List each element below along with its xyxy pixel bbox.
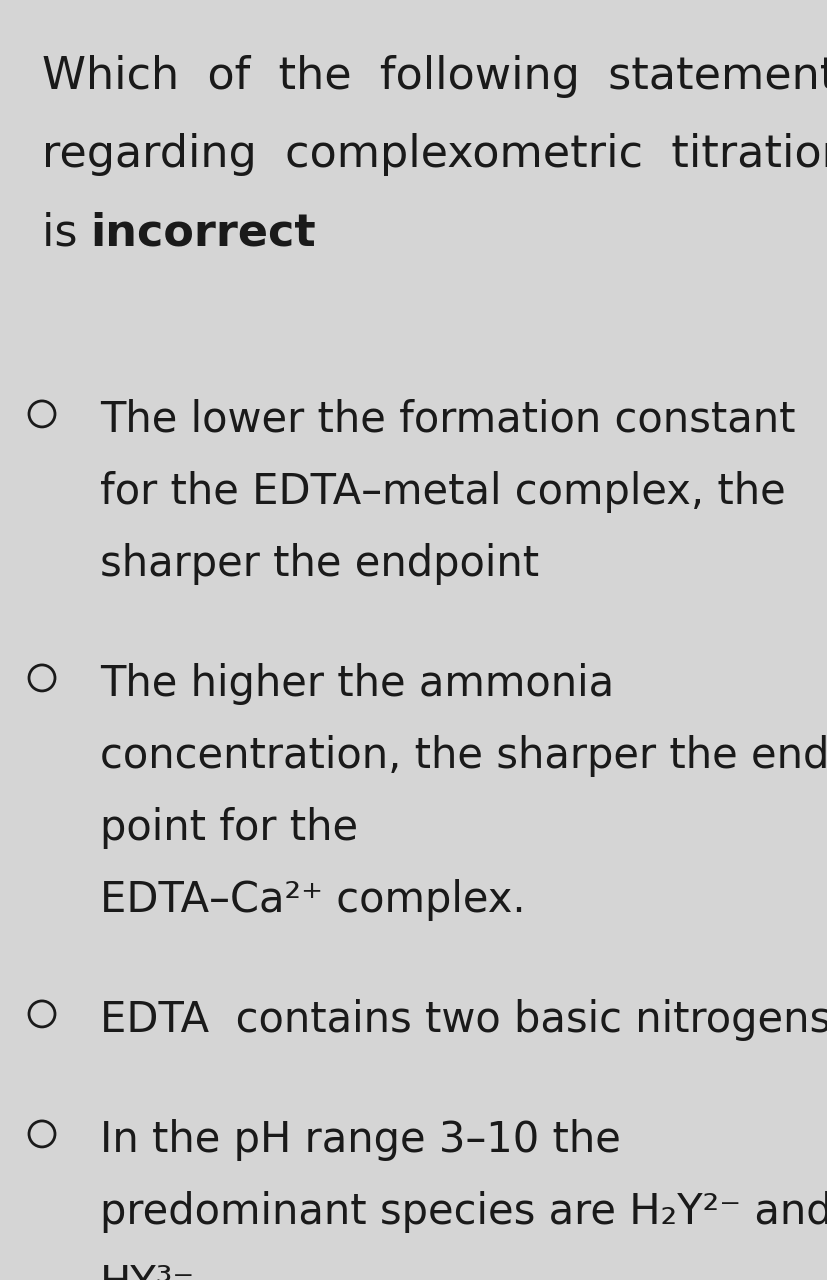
Text: HY³⁻: HY³⁻	[100, 1263, 195, 1280]
Text: incorrect: incorrect	[90, 211, 315, 253]
Text: In the pH range 3–10 the: In the pH range 3–10 the	[100, 1119, 620, 1161]
Text: point for the: point for the	[100, 806, 358, 849]
Text: concentration, the sharper the end: concentration, the sharper the end	[100, 735, 827, 777]
Text: sharper the endpoint: sharper the endpoint	[100, 543, 538, 585]
Text: predominant species are H₂Y²⁻ and: predominant species are H₂Y²⁻ and	[100, 1190, 827, 1233]
Text: EDTA–Ca²⁺ complex.: EDTA–Ca²⁺ complex.	[100, 879, 525, 922]
Text: regarding  complexometric  titrations: regarding complexometric titrations	[42, 133, 827, 175]
Text: is: is	[42, 211, 92, 253]
Text: Which  of  the  following  statements: Which of the following statements	[42, 55, 827, 99]
Text: The higher the ammonia: The higher the ammonia	[100, 663, 614, 705]
Text: for the EDTA–metal complex, the: for the EDTA–metal complex, the	[100, 471, 785, 513]
Text: The lower the formation constant: The lower the formation constant	[100, 399, 795, 442]
Text: EDTA  contains two basic nitrogens: EDTA contains two basic nitrogens	[100, 998, 827, 1041]
